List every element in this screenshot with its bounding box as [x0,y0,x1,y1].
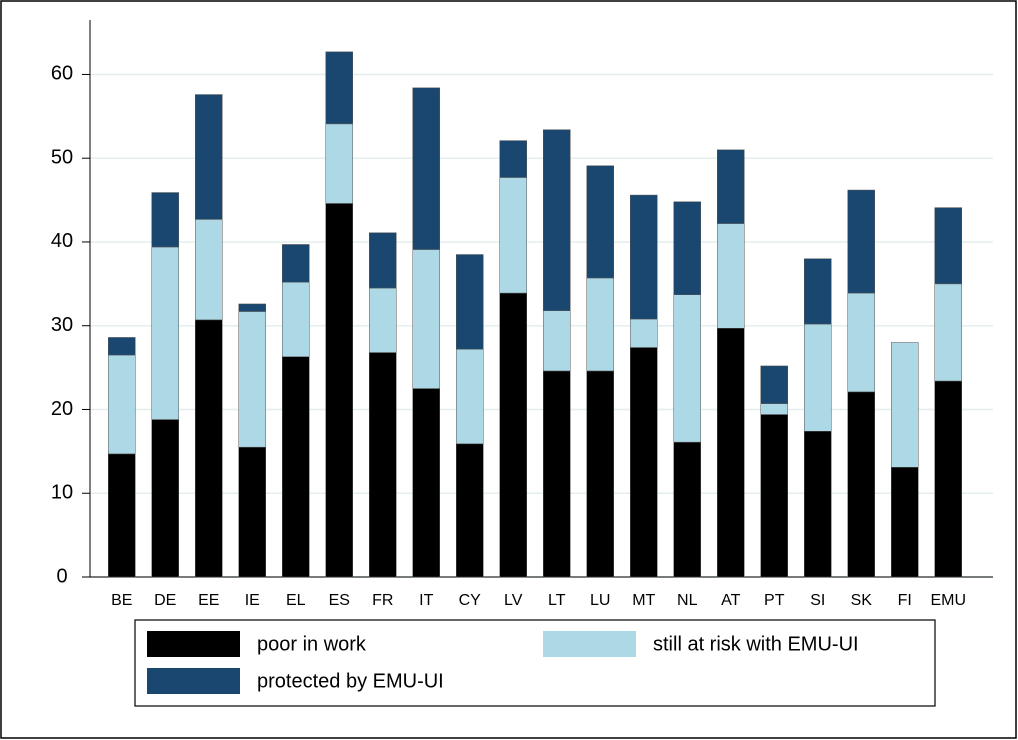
bar-segment [282,281,310,357]
x-tick-label: PT [764,592,785,609]
bar-segment [108,337,136,356]
bar-segment [456,254,484,350]
x-tick-label: NL [677,592,698,609]
bar-segment [412,388,440,578]
y-tick-label: 10 [51,482,73,504]
y-tick-label: 30 [51,314,73,336]
bar-segment [282,244,310,283]
bar-segment [934,207,962,285]
x-tick-label: SK [851,592,873,609]
bar-segment [325,51,353,125]
x-tick-label: FR [372,592,393,609]
bar-segment [108,453,136,578]
bar-segment [325,203,353,578]
bar-segment [760,414,788,578]
x-tick-label: MT [632,592,655,609]
bar-segment [586,277,614,372]
bar-segment [630,194,658,320]
bar-segment [456,348,484,445]
bar-segment [369,352,397,578]
bar-segment [543,129,571,311]
legend-swatch [543,631,636,657]
bar-segment [369,287,397,353]
bar-segment [543,310,571,372]
bar-segment [804,431,832,578]
y-tick-label: 60 [51,63,73,85]
bar-segment [760,403,788,415]
bar-segment [195,94,223,220]
bar-segment [412,87,440,250]
bar-segment [717,223,745,329]
legend-swatch [147,631,240,657]
bar-segment [891,467,919,578]
x-tick-label: SI [810,592,825,609]
legend-label: protected by EMU-UI [257,670,444,692]
y-tick-label: 20 [51,398,73,420]
bar-segment [934,380,962,578]
x-tick-label: AT [721,592,740,609]
bar-segment [847,189,875,294]
x-tick-label: IE [245,592,260,609]
bar-segment [499,177,527,294]
bar-segment [847,391,875,578]
bar-segment [673,294,701,443]
bar-segment [238,446,266,578]
x-tick-label: EL [286,592,306,609]
bar-segment [717,149,745,224]
bar-segment [282,356,310,578]
bar-segment [586,165,614,279]
bar-segment [934,283,962,382]
bar-segment [847,292,875,393]
legend-swatch [147,668,240,694]
bar-segment [108,354,136,455]
bar-segment [238,303,266,312]
x-tick-label: ES [329,592,350,609]
bar-segment [325,123,353,204]
bar-segment [760,365,788,404]
bar-segment [630,347,658,578]
bar-segment [195,219,223,321]
y-tick-label: 0 [56,565,67,587]
bar-segment [630,318,658,348]
bar-segment [412,249,440,389]
x-tick-label: FI [898,592,912,609]
bar-segment [238,311,266,448]
bar-segment [673,441,701,578]
bar-segment [891,342,919,468]
x-tick-label: IT [419,592,433,609]
bar-segment [151,419,179,578]
bar-segment [673,201,701,295]
x-tick-label: LU [590,592,610,609]
bar-segment [195,319,223,578]
bar-segment [499,292,527,578]
bar-segment [543,370,571,578]
x-tick-label: EMU [930,592,966,609]
bar-segment [717,327,745,578]
x-tick-label: EE [198,592,219,609]
bar-segment [499,140,527,178]
bar-segment [804,258,832,325]
bar-segment [151,192,179,248]
x-tick-label: BE [111,592,132,609]
bar-segment [456,443,484,578]
bar-segment [151,246,179,420]
x-tick-label: LT [548,592,566,609]
y-tick-label: 50 [51,146,73,168]
legend-box [134,619,936,707]
bar-segment [804,323,832,432]
legend-label: poor in work [257,633,367,655]
y-tick-label: 40 [51,230,73,252]
x-tick-label: CY [459,592,482,609]
x-tick-label: LV [504,592,523,609]
legend-label: still at risk with EMU-UI [653,633,859,655]
bar-segment [586,370,614,578]
x-tick-label: DE [154,592,176,609]
bar-segment [369,232,397,289]
